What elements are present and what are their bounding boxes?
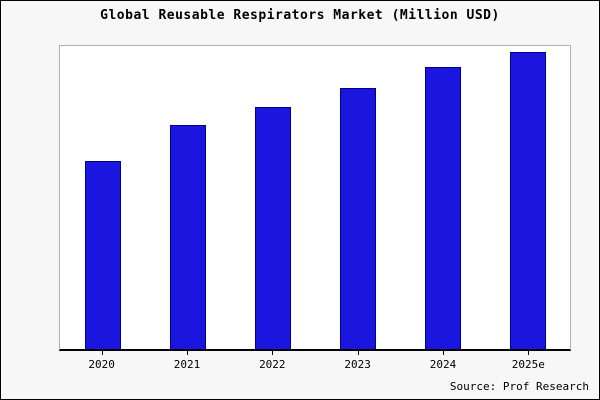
bar-slot-2025e	[485, 46, 570, 349]
x-label-slot-2022: 2022	[230, 351, 315, 373]
axis-tick	[101, 351, 103, 355]
x-axis-label-2020: 2020	[88, 358, 115, 371]
bar-2024	[424, 67, 461, 349]
x-label-slot-2020: 2020	[59, 351, 144, 373]
x-label-slot-2021: 2021	[144, 351, 229, 373]
x-axis-label-2021: 2021	[173, 358, 201, 371]
axis-tick	[528, 351, 530, 355]
bar-series	[60, 46, 570, 349]
axis-tick	[442, 351, 444, 355]
bar-2025e	[509, 52, 546, 349]
bar-2022	[254, 106, 291, 349]
axis-tick	[357, 351, 359, 355]
plot-area	[59, 45, 571, 351]
source-note: Source: Prof Research	[449, 380, 589, 393]
bar-slot-2024	[400, 46, 485, 349]
x-axis-label-2025e: 2025e	[511, 358, 545, 371]
bar-2023	[339, 88, 376, 349]
x-axis-labels: 2020 2021 2022 2023 2024 2025e	[59, 351, 571, 373]
bar-2021	[169, 124, 206, 349]
x-label-slot-2025e: 2025e	[486, 351, 571, 373]
chart-title: Global Reusable Respirators Market (Mill…	[100, 8, 500, 23]
bar-slot-2021	[145, 46, 230, 349]
x-axis-label-2023: 2023	[344, 358, 371, 371]
x-axis-label-2022: 2022	[259, 358, 286, 371]
axis-tick	[272, 351, 274, 355]
bar-slot-2023	[315, 46, 400, 349]
x-label-slot-2024: 2024	[400, 351, 485, 373]
x-axis-label-2024: 2024	[429, 358, 457, 371]
bar-slot-2022	[230, 46, 315, 349]
bar-2020	[84, 161, 121, 349]
x-label-slot-2023: 2023	[315, 351, 400, 373]
bar-slot-2020	[60, 46, 145, 349]
axis-tick	[186, 351, 188, 355]
